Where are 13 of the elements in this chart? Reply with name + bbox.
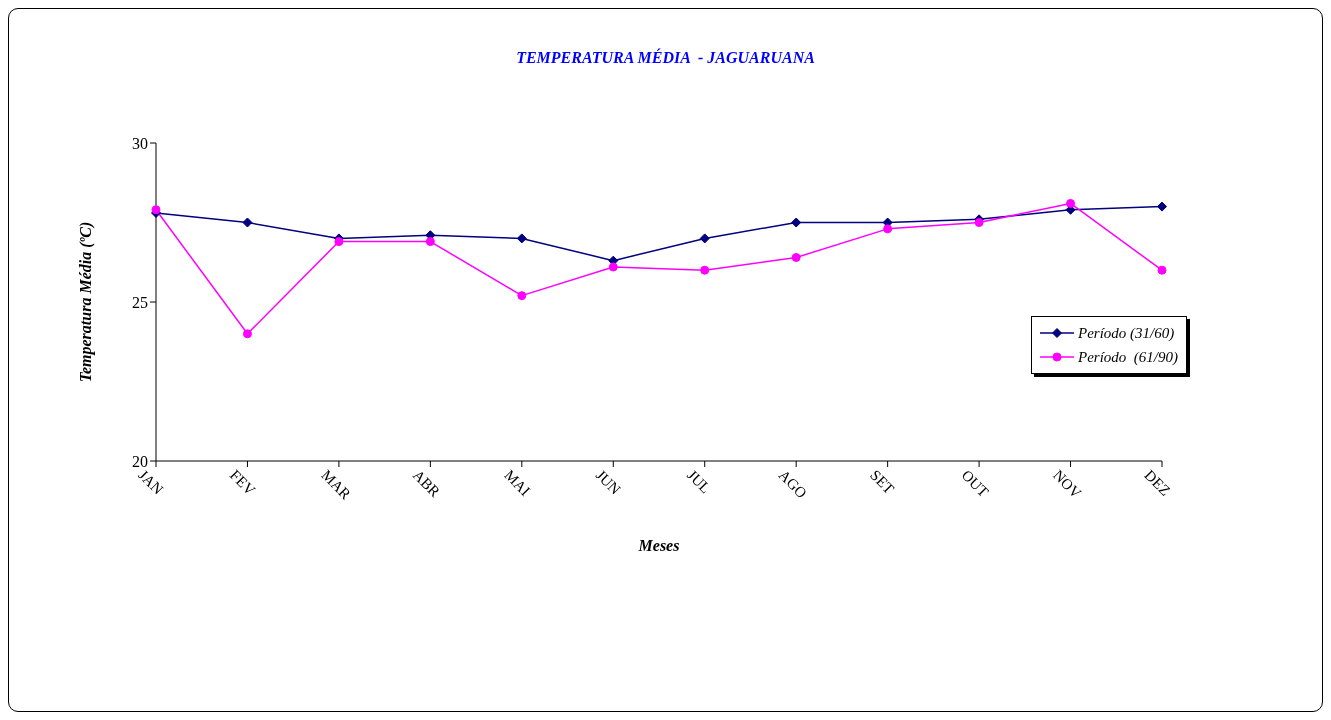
y-axis-title: Temperatura Média (ºC): [76, 221, 95, 383]
x-tick-label: JUN: [592, 466, 624, 498]
x-tick-label: JUL: [684, 466, 714, 497]
x-tick-label: SET: [867, 466, 898, 498]
y-tick-label: 25: [132, 293, 148, 311]
y-tick-label: 30: [132, 134, 148, 152]
x-tick-label: OUT: [958, 466, 992, 500]
x-tick-label: FEV: [226, 466, 259, 499]
x-axis-title: Meses: [637, 537, 680, 554]
legend-label: Período (61/90): [1078, 348, 1178, 366]
chart-title: TEMPERATURA MÉDIA - JAGUARUANA: [515, 49, 816, 67]
legend-label: Período (31/60): [1078, 324, 1175, 342]
x-tick-label: AGO: [775, 466, 811, 502]
